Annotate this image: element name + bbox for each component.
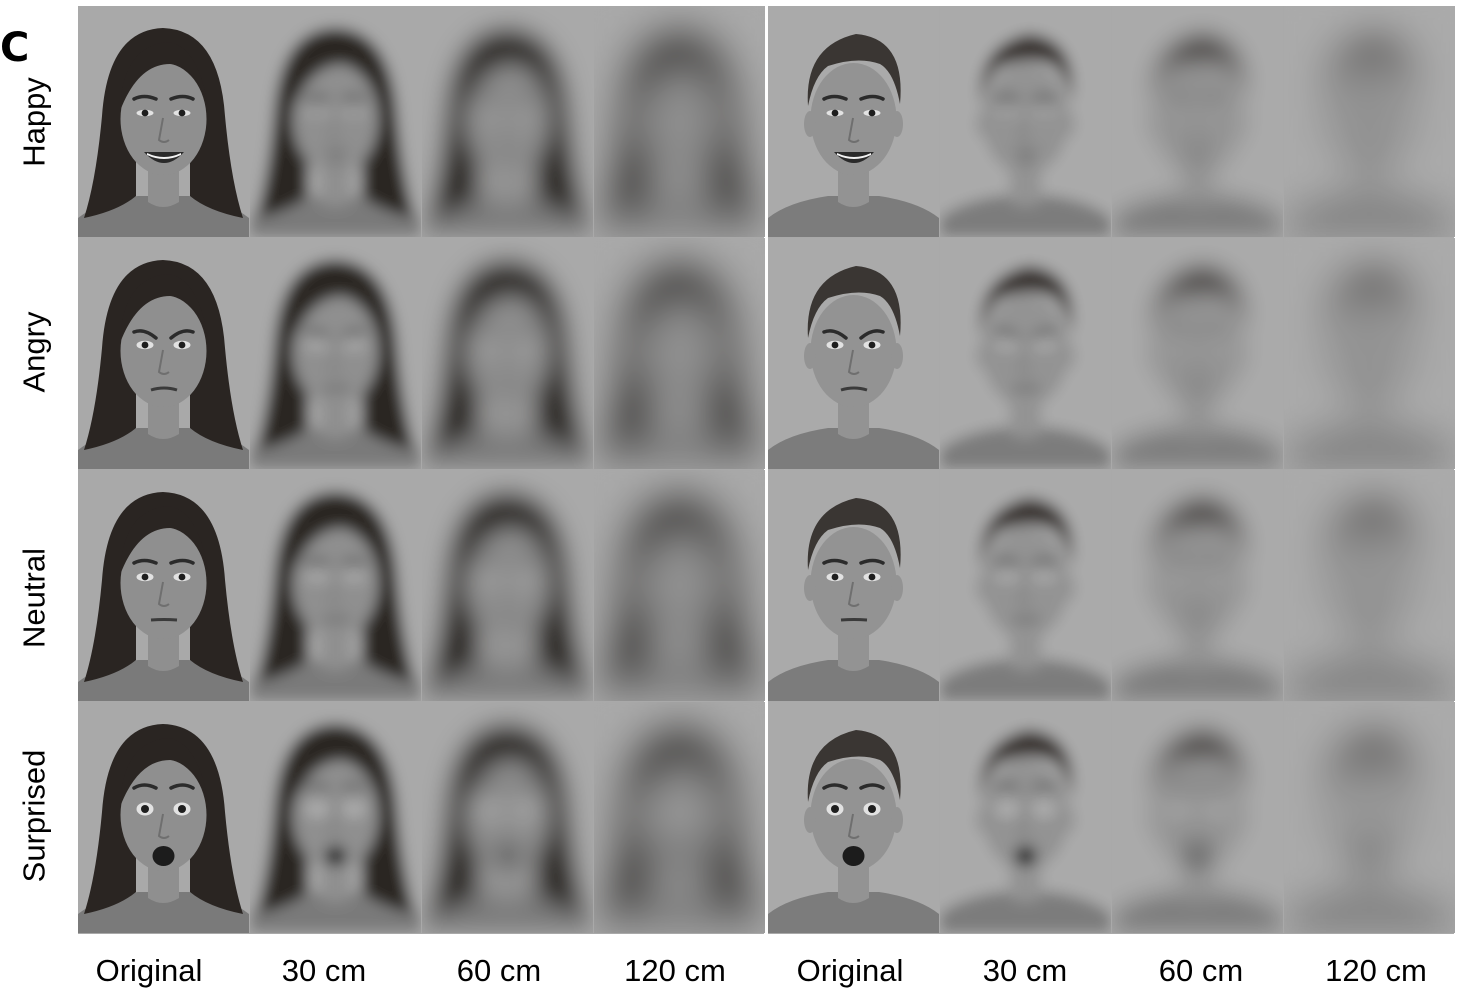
male-neutral-30cm-image <box>940 470 1111 701</box>
male-neutral-original-image <box>768 470 939 701</box>
female-surprised-120cm-image <box>594 702 765 933</box>
female-surprised-original-image <box>78 702 249 933</box>
male-angry-30cm-image <box>940 238 1111 469</box>
column-label-60cm-left: 60 cm <box>456 953 542 988</box>
male-neutral-60cm-image <box>1112 470 1283 701</box>
male-surprised-120cm-image <box>1284 702 1455 933</box>
female-angry-original-image <box>78 238 249 469</box>
female-surprised-30cm-image <box>250 702 421 933</box>
male-surprised-30cm-image <box>940 702 1111 933</box>
column-label-original-left: Original <box>95 953 203 988</box>
male-happy-original-image <box>768 6 939 237</box>
female-happy-60cm-image <box>422 6 593 237</box>
column-label-120cm-left: 120 cm <box>624 953 726 988</box>
female-neutral-original-image <box>78 470 249 701</box>
column-label-original-right: Original <box>796 953 904 988</box>
male-face-grid <box>768 6 1455 934</box>
column-label-60cm-right: 60 cm <box>1158 953 1244 988</box>
female-happy-original-image <box>78 6 249 237</box>
female-angry-60cm-image <box>422 238 593 469</box>
female-angry-120cm-image <box>594 238 765 469</box>
panel-label: C <box>0 25 30 71</box>
column-label-30cm-right: 30 cm <box>982 953 1068 988</box>
column-label-30cm-left: 30 cm <box>281 953 367 988</box>
female-happy-30cm-image <box>250 6 421 237</box>
female-angry-30cm-image <box>250 238 421 469</box>
column-label-120cm-right: 120 cm <box>1325 953 1427 988</box>
male-surprised-original-image <box>768 702 939 933</box>
female-happy-120cm-image <box>594 6 765 237</box>
female-surprised-60cm-image <box>422 702 593 933</box>
male-surprised-60cm-image <box>1112 702 1283 933</box>
male-angry-120cm-image <box>1284 238 1455 469</box>
male-angry-original-image <box>768 238 939 469</box>
male-angry-60cm-image <box>1112 238 1283 469</box>
male-happy-60cm-image <box>1112 6 1283 237</box>
female-neutral-30cm-image <box>250 470 421 701</box>
female-face-grid <box>78 6 765 934</box>
female-neutral-60cm-image <box>422 470 593 701</box>
male-happy-120cm-image <box>1284 6 1455 237</box>
female-neutral-120cm-image <box>594 470 765 701</box>
male-happy-30cm-image <box>940 6 1111 237</box>
male-neutral-120cm-image <box>1284 470 1455 701</box>
